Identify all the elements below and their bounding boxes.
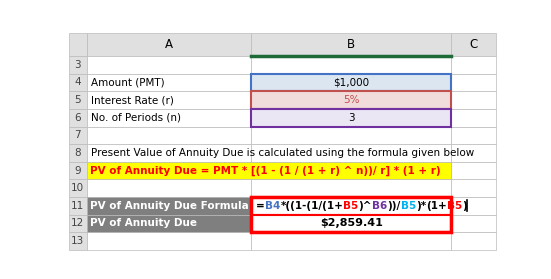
Text: No. of Periods (n): No. of Periods (n) [91,113,181,123]
Bar [451,91,496,109]
Bar [87,162,451,179]
Text: 7: 7 [74,130,81,140]
Bar [69,91,87,109]
Bar [251,179,451,197]
Text: 10: 10 [71,183,84,193]
Text: (1+: (1+ [426,201,447,211]
Bar [251,197,451,215]
Bar [87,144,251,162]
Bar [87,215,251,232]
Text: Amount (PMT): Amount (PMT) [91,78,165,87]
Text: 12: 12 [71,218,84,229]
Text: Interest Rate (r): Interest Rate (r) [91,95,174,105]
Text: )*: )* [416,201,426,211]
Bar [251,74,451,91]
Bar [251,144,451,162]
Bar [87,91,251,109]
Bar [69,179,87,197]
Bar [451,56,496,74]
Bar [251,33,451,56]
Bar [69,144,87,162]
Text: PV of Annuity Due: PV of Annuity Due [90,218,197,229]
Text: $1,000: $1,000 [333,78,369,87]
Text: *((1-(1/(1+: *((1-(1/(1+ [280,201,343,211]
Text: 13: 13 [71,236,84,246]
Bar [251,162,451,179]
Bar [87,197,251,215]
Text: ): ) [462,201,467,211]
Bar [69,162,87,179]
Text: =: = [256,201,265,211]
Text: $2,859.41: $2,859.41 [320,218,382,229]
Text: PV of Annuity Due = PMT * [(1 - (1 / (1 + r) ^ n))/ r] * (1 + r): PV of Annuity Due = PMT * [(1 - (1 / (1 … [90,165,441,176]
Text: B: B [347,38,355,51]
Text: B5: B5 [401,201,416,211]
Bar [251,109,451,126]
Bar [251,109,451,126]
Bar [451,144,496,162]
Bar [451,232,496,250]
Text: B5: B5 [343,201,359,211]
Bar [69,232,87,250]
Text: B5: B5 [447,201,462,211]
Bar [251,197,451,215]
Bar [251,74,451,91]
Bar [251,56,451,74]
Bar [451,197,496,215]
Bar [69,56,87,74]
Bar [451,74,496,91]
Text: )^: )^ [359,201,372,211]
Text: B6: B6 [372,201,387,211]
Text: PV of Annuity Due Formula: PV of Annuity Due Formula [90,201,249,211]
Bar [251,232,451,250]
Text: 8: 8 [74,148,81,158]
Text: 6: 6 [74,113,81,123]
Text: Present Value of Annuity Due is calculated using the formula given below: Present Value of Annuity Due is calculat… [91,148,474,158]
Bar [451,109,496,126]
Bar [451,215,496,232]
Bar [87,162,251,179]
Text: A: A [165,38,173,51]
Bar [251,91,451,109]
Bar [451,33,496,56]
Bar [251,197,451,232]
Text: 9: 9 [74,165,81,175]
Bar [87,56,251,74]
Text: 5%: 5% [343,95,359,105]
Bar [451,179,496,197]
Bar [69,126,87,144]
Text: 4: 4 [74,78,81,87]
Bar [251,215,451,232]
Bar [69,74,87,91]
Text: 11: 11 [71,201,84,211]
Bar [251,91,451,109]
Text: B4: B4 [265,201,280,211]
Bar [451,162,496,179]
Text: 3: 3 [74,60,81,70]
Bar [87,232,251,250]
Bar [87,33,251,56]
Bar [451,126,496,144]
Bar [87,179,251,197]
Bar [251,126,451,144]
Bar [87,74,251,91]
Bar [251,215,451,232]
Bar [69,215,87,232]
Text: 5: 5 [74,95,81,105]
Bar [87,215,251,232]
Bar [87,126,251,144]
Bar [69,33,87,56]
Text: 3: 3 [348,113,354,123]
Bar [87,197,251,215]
Text: C: C [469,38,478,51]
Text: ))/: ))/ [387,201,401,211]
Bar [87,109,251,126]
Bar [69,109,87,126]
Bar [69,197,87,215]
